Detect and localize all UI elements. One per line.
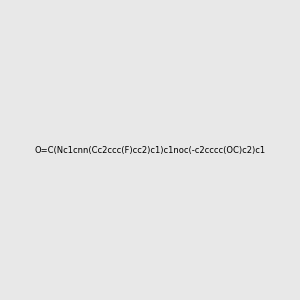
Text: O=C(Nc1cnn(Cc2ccc(F)cc2)c1)c1noc(-c2cccc(OC)c2)c1: O=C(Nc1cnn(Cc2ccc(F)cc2)c1)c1noc(-c2cccc…	[34, 146, 266, 154]
